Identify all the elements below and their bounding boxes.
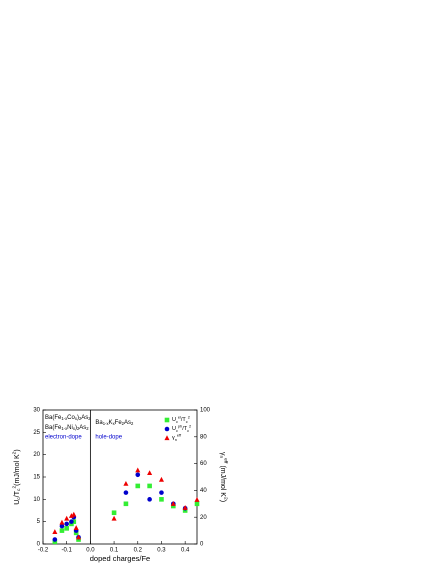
y-tick-label: 10 <box>33 497 40 503</box>
legend-label: γneff <box>172 434 182 443</box>
annotation: hole-dope <box>95 435 122 441</box>
y-tick-label: 5 <box>37 519 41 525</box>
marker-square <box>159 497 164 502</box>
x-tick-label: -0.1 <box>62 548 73 554</box>
x-tick-label: 0.4 <box>181 548 190 554</box>
marker-triangle <box>52 529 58 535</box>
marker-circle <box>69 519 74 524</box>
x-tick-label: 0.2 <box>134 548 143 554</box>
y-tick-label: 15 <box>33 475 40 481</box>
marker-square <box>71 519 77 524</box>
y-axis-label: Uc/Tc2(mJ/mol K2) <box>12 449 23 505</box>
marker-triangle <box>194 497 200 502</box>
legend-label: Ucph/Tc2 <box>172 425 191 434</box>
marker-square <box>59 528 65 533</box>
legend-marker <box>164 426 170 432</box>
y-tick-label: 25 <box>33 430 40 436</box>
x-tick-label: 0.1 <box>110 548 119 554</box>
marker-square <box>123 501 129 507</box>
legend-marker <box>164 435 170 441</box>
legend-marker <box>164 417 170 423</box>
marker-triangle <box>170 501 176 506</box>
marker-triangle <box>158 476 164 482</box>
marker-square <box>135 483 141 489</box>
marker-square <box>64 526 69 531</box>
annotation: Ba(Fe1-xNix)2As2 <box>45 425 89 432</box>
y2-tick-label: 0 <box>200 542 204 548</box>
y-tick-label: 30 <box>33 408 40 414</box>
annotation: electron-dope <box>45 435 82 441</box>
y2-tick-label: 80 <box>200 434 207 440</box>
marker-triangle <box>182 505 188 510</box>
marker-triangle <box>73 525 79 530</box>
y2-axis-label: γneff (mJ/mol K2) <box>218 452 229 502</box>
annotation: Ba(Fe1-xCox)2As2 <box>45 415 91 422</box>
marker-square <box>111 510 117 516</box>
y2-tick-label: 100 <box>200 408 211 414</box>
y-tick-label: 0 <box>37 542 41 548</box>
marker-circle <box>64 521 69 527</box>
marker-circle <box>135 472 141 478</box>
x-tick-label: 0.3 <box>157 548 166 554</box>
x-tick-label: -0.2 <box>38 548 49 554</box>
marker-square <box>194 501 200 507</box>
marker-triangle <box>64 515 70 521</box>
marker-circle <box>123 490 129 495</box>
marker-triangle <box>123 480 129 486</box>
x-tick-label: 0.0 <box>86 548 95 554</box>
marker-triangle <box>59 519 65 525</box>
marker-triangle <box>68 513 74 518</box>
y2-tick-label: 40 <box>200 488 207 494</box>
marker-triangle <box>71 511 77 517</box>
marker-triangle <box>111 515 117 521</box>
y2-tick-label: 20 <box>200 515 207 521</box>
marker-circle <box>52 537 58 542</box>
marker-circle <box>147 497 152 502</box>
marker-circle <box>59 523 65 529</box>
marker-circle <box>159 490 164 495</box>
annotation: Ba1-xKxFe2As2 <box>95 420 134 427</box>
marker-triangle <box>135 467 141 473</box>
marker-triangle <box>76 534 82 540</box>
marker-triangle <box>147 470 153 476</box>
y2-tick-label: 60 <box>200 461 207 467</box>
legend-label: Ucel/Tc2 <box>172 416 190 425</box>
y-tick-label: 20 <box>33 452 40 458</box>
marker-square <box>147 483 152 489</box>
x-axis-label: doped charges/Fe <box>90 554 150 563</box>
